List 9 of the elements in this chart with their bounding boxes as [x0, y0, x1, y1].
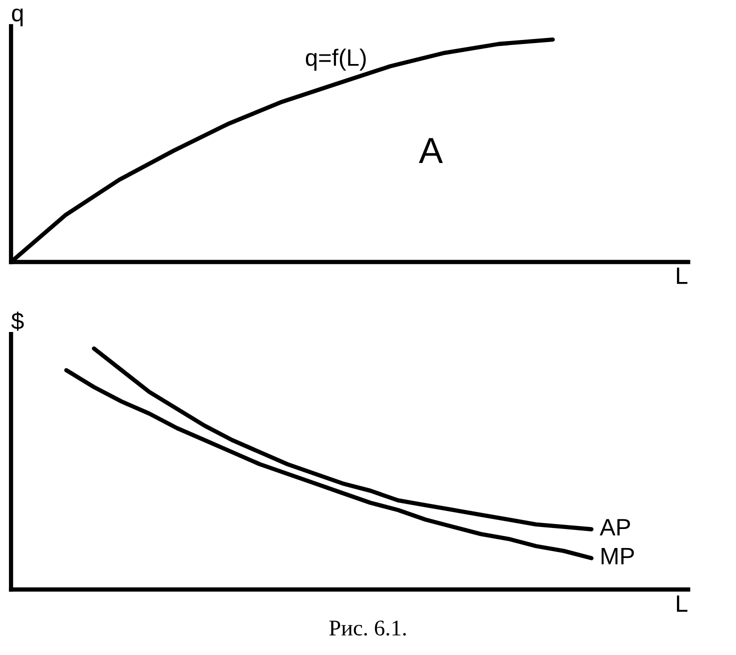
text: Рис. 6.1. [329, 620, 406, 636]
x-axis-title: L [676, 268, 688, 284]
x-axis-title: L [676, 595, 688, 612]
series-label: q=f(L) [306, 48, 366, 71]
y-axis-title: q [12, 8, 23, 26]
y-axis-title: $ [11, 312, 24, 331]
annotation: A [418, 138, 443, 163]
series-label: AP [600, 519, 630, 536]
series-label: MP [602, 548, 634, 564]
